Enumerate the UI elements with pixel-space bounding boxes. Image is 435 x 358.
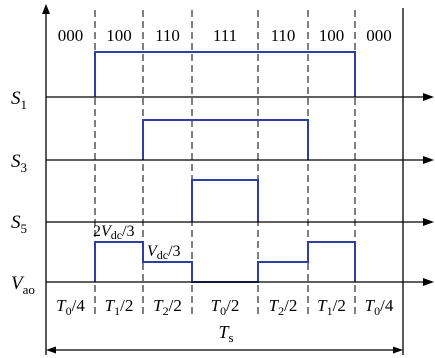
switching-state-label: 110: [271, 26, 296, 45]
voltage-level-labels: 2Vdc/3 Vdc/3: [93, 223, 181, 262]
interval-label-subscript: 0: [220, 304, 226, 318]
signal-label-s3-symbol: S: [11, 151, 21, 172]
interval-label-symbol: T: [365, 296, 376, 315]
interval-label-suffix: /4: [380, 296, 394, 315]
interval-label-suffix: /2: [120, 296, 133, 315]
switching-state-label: 000: [366, 26, 392, 45]
interval-label: T2/2: [153, 296, 182, 318]
interval-label: T1/2: [317, 296, 346, 318]
interval-label: T0/2: [211, 296, 240, 318]
interval-label-symbol: T: [153, 296, 164, 315]
switching-period-label: Ts: [218, 322, 233, 345]
interval-label: T2/2: [269, 296, 298, 318]
interval-label-suffix: /2: [333, 296, 346, 315]
waveform-s5: [191, 179, 259, 222]
interval-labels: T0/4 T1/2 T2/2 T0/2 T2/2 T1/2 T0/4: [56, 296, 394, 318]
signal-label-s3: S3: [11, 151, 27, 175]
s3-axis-arrowhead: [423, 156, 434, 164]
axes: [42, 4, 434, 355]
waveform-s1: [94, 51, 356, 97]
interval-label: T0/4: [56, 296, 85, 318]
level-label-two-thirds-suffix: /3: [122, 223, 134, 240]
interval-label-symbol: T: [317, 296, 328, 315]
level-label-one-third-subscript: dc: [157, 248, 168, 262]
signal-labels: S1 S3 S5 Vao: [11, 88, 35, 297]
interval-label-subscript: 2: [278, 304, 284, 318]
level-label-two-thirds-subscript: dc: [111, 228, 122, 242]
signal-label-s3-subscript: 3: [21, 160, 28, 175]
interval-label-symbol: T: [105, 296, 116, 315]
interval-label: T0/4: [365, 296, 394, 318]
vao-axis-arrowhead: [423, 278, 434, 286]
switching-state-label: 100: [106, 26, 132, 45]
period-start-arrowhead: [42, 4, 50, 14]
interval-label-subscript: 1: [327, 304, 333, 318]
switching-state-label: 110: [155, 26, 180, 45]
interval-label-suffix: /2: [284, 296, 297, 315]
signal-label-s1: S1: [11, 88, 27, 112]
level-label-one-third-symbol: V: [147, 243, 159, 260]
interval-label-subscript: 0: [374, 304, 380, 318]
level-label-two-thirds: 2Vdc/3: [93, 223, 135, 242]
period-arrow-left-head: [46, 346, 56, 354]
interval-label-suffix: /4: [72, 296, 86, 315]
level-label-one-third: Vdc/3: [147, 243, 181, 262]
switching-period-subscript: s: [228, 330, 233, 345]
interval-label-symbol: T: [269, 296, 280, 315]
interval-label: T1/2: [105, 296, 134, 318]
signal-label-vao: Vao: [11, 273, 35, 297]
signal-label-vao-subscript: ao: [23, 282, 35, 297]
interval-label-subscript: 1: [114, 304, 120, 318]
signal-label-s1-subscript: 1: [21, 97, 28, 112]
signal-label-s1-symbol: S: [11, 88, 21, 109]
switching-state-label: 111: [213, 26, 237, 45]
switching-period-symbol: T: [218, 322, 230, 342]
switching-state-label: 000: [58, 26, 84, 45]
s1-axis-arrowhead: [423, 93, 434, 101]
interval-label-suffix: /2: [169, 296, 182, 315]
signal-label-s5: S5: [11, 212, 27, 236]
level-label-two-thirds-prefix: 2: [93, 223, 101, 240]
level-label-two-thirds-symbol: V: [101, 223, 113, 240]
waveform-s3: [142, 119, 309, 160]
s5-axis-arrowhead: [423, 218, 434, 226]
signal-label-s5-symbol: S: [11, 212, 21, 233]
period-arrow-right-head: [393, 346, 403, 354]
switching-state-label: 100: [319, 26, 345, 45]
switching-state-labels: 000 100 110 111 110 100 000: [58, 26, 392, 45]
signal-label-s5-subscript: 5: [21, 221, 28, 236]
interval-label-subscript: 0: [66, 304, 72, 318]
level-label-one-third-suffix: /3: [168, 243, 180, 260]
signal-label-vao-symbol: V: [11, 273, 25, 294]
interval-label-symbol: T: [56, 296, 67, 315]
interval-label-symbol: T: [211, 296, 222, 315]
interval-label-subscript: 2: [163, 304, 169, 318]
interval-label-suffix: /2: [226, 296, 239, 315]
